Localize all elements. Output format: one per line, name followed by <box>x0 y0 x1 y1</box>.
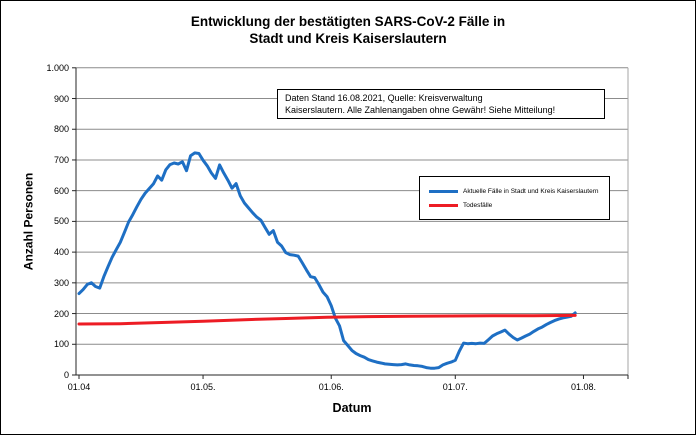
y-tick-label: 400 <box>53 247 69 258</box>
active-cases-series-line <box>77 151 577 370</box>
annotation-line-2: Kaiserslautern. Alle Zahlenangaben ohne … <box>285 105 556 115</box>
annotation-line-1: Daten Stand 16.08.2021, Quelle: Kreisver… <box>285 93 483 103</box>
chart-title: Entwicklung der bestätigten SARS-CoV-2 F… <box>1 13 695 47</box>
legend-label-deaths: Todesfälle <box>463 201 493 209</box>
chart-title-line-2: Stadt und Kreis Kaiserslautern <box>249 31 447 46</box>
y-tick-label: 300 <box>53 277 69 288</box>
legend-swatch-active-cases <box>429 189 458 193</box>
x-tick-label: 01.05. <box>190 382 216 392</box>
y-tick-label: 100 <box>53 339 69 350</box>
y-tick-label: 1.000 <box>46 62 69 73</box>
y-tick-label: 0 <box>63 370 69 380</box>
legend-item-active-cases: Aktuelle Fälle in Stadt und Kreis Kaiser… <box>429 188 609 195</box>
legend: Aktuelle Fälle in Stadt und Kreis Kaiser… <box>419 176 610 220</box>
y-tick-label: 900 <box>53 93 69 104</box>
y-tick-label: 700 <box>53 154 69 165</box>
legend-label-active-cases: Aktuelle Fälle in Stadt und Kreis Kaiser… <box>463 187 599 195</box>
y-tick-label: 500 <box>53 216 69 227</box>
legend-item-deaths: Todesfälle <box>429 202 609 209</box>
chart-title-line-1: Entwicklung der bestätigten SARS-CoV-2 F… <box>190 14 506 29</box>
x-axis-title: Datum <box>332 401 372 415</box>
y-tick-label: 800 <box>53 124 69 135</box>
deaths-series-line <box>77 313 577 326</box>
y-tick-label: 200 <box>53 308 69 319</box>
x-tick-label: 01.04 <box>67 382 91 392</box>
y-tick-label: 600 <box>53 185 69 196</box>
x-tick-label: 01.06. <box>318 382 344 392</box>
legend-swatch-deaths <box>429 203 458 207</box>
x-tick-label: 01.08. <box>570 382 596 392</box>
annotation-box: Daten Stand 16.08.2021, Quelle: Kreisver… <box>277 89 605 119</box>
x-tick-label: 01.07. <box>442 382 468 392</box>
